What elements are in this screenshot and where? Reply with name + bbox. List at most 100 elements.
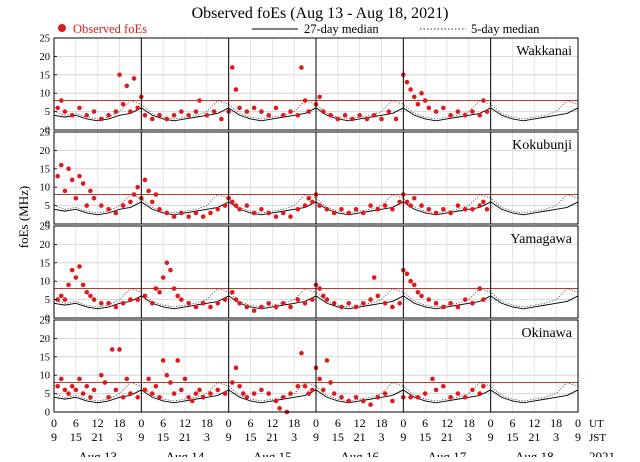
- observed-point: [244, 109, 250, 114]
- x-tick-label-jst: 3: [553, 430, 559, 444]
- observed-point: [462, 112, 468, 118]
- observed-point: [353, 206, 359, 212]
- observed-point: [470, 109, 475, 114]
- observed-point: [404, 79, 410, 85]
- legend: Observed foEs 27-day median 5-day median: [58, 22, 540, 36]
- observed-point: [393, 116, 399, 122]
- observed-point: [481, 199, 486, 205]
- chart-title: Observed foEs (Aug 13 - Aug 18, 2021): [192, 5, 449, 22]
- observed-point: [230, 380, 235, 385]
- x-tick-label-jst: 9: [51, 430, 57, 444]
- y-tick-label: 25: [40, 316, 51, 327]
- observed-point: [215, 206, 221, 212]
- y-tick-label: 10: [40, 371, 51, 382]
- x-tick-label-ut: 6: [510, 416, 516, 430]
- observed-point: [219, 116, 224, 122]
- y-tick-label: 20: [40, 146, 51, 157]
- observed-point: [390, 206, 395, 212]
- observed-point: [317, 376, 322, 382]
- observed-point: [230, 65, 235, 70]
- observed-point: [149, 391, 155, 396]
- observed-point: [411, 195, 417, 201]
- observed-point: [251, 105, 257, 111]
- observed-point: [320, 109, 326, 114]
- observed-point: [66, 166, 71, 172]
- observed-point: [404, 271, 410, 277]
- y-tick-label: 10: [40, 89, 51, 100]
- observed-point: [215, 300, 221, 306]
- observed-point: [215, 387, 221, 393]
- observed-point: [99, 203, 104, 208]
- observed-point: [66, 391, 71, 396]
- x-tick-label-ut: 12: [179, 416, 191, 430]
- observed-point: [142, 177, 148, 183]
- observed-point: [62, 109, 68, 114]
- observed-point: [346, 300, 352, 306]
- observed-point: [62, 297, 68, 302]
- observed-point: [77, 105, 82, 111]
- observed-point: [430, 376, 435, 382]
- observed-point: [382, 300, 388, 306]
- observed-point: [331, 300, 337, 306]
- x-tick-label-jst: 3: [466, 430, 472, 444]
- observed-point: [120, 101, 126, 107]
- x-tick-label-ut: 18: [288, 416, 300, 430]
- x-tick-label-ut: 6: [248, 416, 254, 430]
- observed-point: [251, 391, 257, 396]
- observed-point: [113, 109, 119, 114]
- observed-point: [175, 293, 181, 299]
- observed-point: [55, 297, 60, 302]
- observed-point: [280, 394, 286, 400]
- observed-point: [153, 286, 159, 291]
- observed-point: [117, 72, 122, 78]
- observed-point: [295, 112, 301, 118]
- observed-point: [390, 304, 395, 310]
- observed-point: [113, 304, 119, 310]
- observed-point: [233, 203, 239, 208]
- x-tick-label-ut: 12: [528, 416, 540, 430]
- observed-point: [153, 383, 159, 389]
- observed-point: [186, 214, 191, 219]
- observed-point: [135, 297, 140, 302]
- observed-point: [135, 105, 140, 111]
- observed-point: [408, 278, 413, 284]
- observed-point: [306, 109, 312, 114]
- observed-point: [80, 282, 86, 288]
- observed-point: [128, 109, 133, 114]
- observed-point: [462, 394, 468, 400]
- observed-point: [477, 286, 483, 291]
- observed-point: [208, 391, 213, 396]
- x-tick-label-ut: 0: [138, 416, 144, 430]
- observed-point: [135, 184, 140, 190]
- observed-point: [433, 387, 439, 393]
- x-tick-label-jst: 15: [157, 430, 169, 444]
- observed-point: [157, 289, 162, 295]
- legend-median5-label: 5-day median: [471, 22, 540, 36]
- y-tick-label: 15: [40, 164, 51, 175]
- observed-point: [273, 214, 279, 219]
- observed-point: [441, 383, 446, 389]
- observed-point: [109, 347, 115, 352]
- observed-point: [128, 199, 133, 205]
- observed-point: [73, 275, 79, 280]
- observed-point: [62, 188, 68, 194]
- observed-point: [120, 300, 126, 306]
- x-tick-label-ut: 0: [226, 416, 232, 430]
- y-tick-label: 10: [40, 277, 51, 288]
- observed-point: [77, 173, 82, 179]
- observed-point: [237, 300, 242, 306]
- observed-point: [251, 210, 257, 216]
- observed-point: [266, 391, 271, 396]
- observed-point: [353, 394, 359, 400]
- observed-point: [160, 275, 166, 280]
- observed-point: [320, 293, 326, 299]
- observed-point: [422, 98, 428, 103]
- observed-point: [273, 304, 279, 310]
- observed-point: [58, 293, 64, 299]
- x-tick-label-jst: 21: [92, 430, 104, 444]
- observed-point: [302, 300, 308, 306]
- observed-point: [193, 109, 199, 114]
- y-tick-label: 0: [45, 220, 50, 231]
- observed-point: [324, 297, 330, 302]
